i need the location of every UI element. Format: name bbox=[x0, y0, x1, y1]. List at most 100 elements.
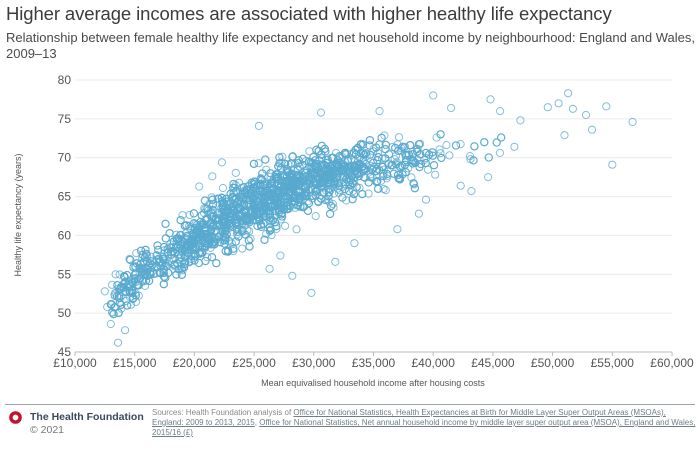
data-point bbox=[366, 173, 375, 182]
data-point bbox=[360, 173, 369, 182]
data-point bbox=[188, 236, 197, 245]
data-point bbox=[311, 190, 320, 200]
data-point bbox=[153, 241, 162, 250]
data-point bbox=[397, 161, 406, 170]
data-point bbox=[398, 170, 407, 179]
data-point bbox=[370, 163, 379, 172]
data-point bbox=[267, 231, 276, 240]
x-tick-label: £10,000 bbox=[53, 356, 97, 370]
data-point bbox=[238, 216, 247, 225]
data-point bbox=[321, 195, 330, 205]
data-point bbox=[265, 226, 274, 235]
data-point bbox=[379, 171, 388, 181]
data-point bbox=[325, 167, 334, 176]
data-point bbox=[497, 133, 506, 142]
data-point bbox=[209, 200, 218, 209]
data-point bbox=[327, 201, 336, 211]
data-point bbox=[469, 156, 478, 165]
data-point bbox=[354, 163, 363, 172]
data-point bbox=[229, 188, 238, 198]
data-point bbox=[387, 161, 396, 170]
data-point bbox=[195, 182, 204, 191]
data-point bbox=[375, 107, 384, 116]
data-point bbox=[208, 172, 217, 181]
data-point bbox=[456, 181, 465, 190]
data-point bbox=[140, 257, 149, 266]
data-point bbox=[608, 160, 617, 169]
data-point bbox=[380, 131, 389, 140]
data-point bbox=[411, 158, 420, 167]
data-point bbox=[181, 234, 190, 243]
data-point bbox=[182, 243, 191, 252]
data-point bbox=[312, 159, 321, 169]
data-point bbox=[317, 194, 326, 203]
data-point bbox=[195, 249, 205, 258]
data-point bbox=[414, 209, 423, 218]
data-point bbox=[228, 203, 237, 212]
data-point bbox=[312, 179, 321, 188]
data-point bbox=[311, 156, 320, 165]
data-point bbox=[451, 141, 461, 150]
data-point bbox=[229, 179, 238, 189]
y-tick-label: 55 bbox=[58, 267, 72, 281]
data-point bbox=[407, 173, 416, 182]
data-point bbox=[245, 242, 254, 251]
data-point bbox=[205, 235, 214, 244]
x-tick-label: £15,000 bbox=[113, 356, 157, 370]
data-point bbox=[344, 178, 354, 187]
data-point bbox=[139, 277, 148, 286]
y-tick-label: 50 bbox=[58, 306, 72, 320]
data-point bbox=[106, 319, 115, 329]
data-point bbox=[225, 216, 234, 225]
data-point bbox=[293, 165, 302, 174]
data-point bbox=[130, 274, 139, 283]
data-point bbox=[100, 287, 109, 296]
data-point bbox=[484, 153, 493, 162]
data-point bbox=[253, 221, 262, 231]
data-point bbox=[233, 218, 242, 227]
data-point bbox=[404, 150, 414, 159]
data-point bbox=[229, 204, 239, 213]
data-point bbox=[381, 140, 390, 149]
data-point bbox=[198, 233, 207, 242]
brand-name: The Health Foundation bbox=[30, 411, 144, 423]
data-point bbox=[369, 158, 378, 167]
data-point bbox=[397, 144, 406, 153]
data-point bbox=[350, 239, 359, 248]
data-point bbox=[554, 99, 563, 108]
data-point bbox=[254, 121, 263, 131]
data-point bbox=[581, 110, 591, 120]
data-point bbox=[377, 176, 386, 185]
data-point bbox=[119, 280, 128, 289]
source-link-health-expectancies[interactable]: Office for National Statistics, Health E… bbox=[152, 408, 666, 427]
data-point bbox=[340, 185, 349, 194]
x-axis-title: Mean equivalised household income after … bbox=[261, 378, 485, 388]
data-point bbox=[429, 91, 438, 100]
data-point bbox=[138, 269, 147, 278]
data-point bbox=[216, 238, 225, 247]
data-point bbox=[428, 151, 437, 160]
data-point bbox=[219, 231, 228, 240]
data-point bbox=[207, 240, 216, 249]
data-point bbox=[231, 168, 240, 177]
data-point bbox=[282, 164, 291, 174]
data-point bbox=[492, 138, 501, 147]
data-point bbox=[177, 264, 186, 273]
x-tick-labels: £10,000 £15,000 £20,000 £25,000 £30,000 £35,0… bbox=[53, 356, 694, 370]
data-point bbox=[480, 138, 489, 147]
data-point bbox=[218, 197, 227, 206]
data-point bbox=[294, 156, 303, 165]
data-point bbox=[338, 172, 347, 181]
data-point bbox=[275, 153, 284, 162]
data-point bbox=[172, 270, 181, 279]
data-point bbox=[301, 172, 310, 181]
data-point bbox=[335, 152, 344, 161]
data-point bbox=[332, 160, 341, 169]
data-point bbox=[249, 211, 258, 220]
source-link-household-income[interactable]: Office for National Statistics, Net annu… bbox=[152, 418, 696, 437]
data-point bbox=[271, 170, 280, 179]
data-point bbox=[254, 159, 263, 168]
data-point bbox=[235, 205, 244, 214]
data-point bbox=[117, 282, 126, 291]
data-point bbox=[231, 237, 240, 246]
